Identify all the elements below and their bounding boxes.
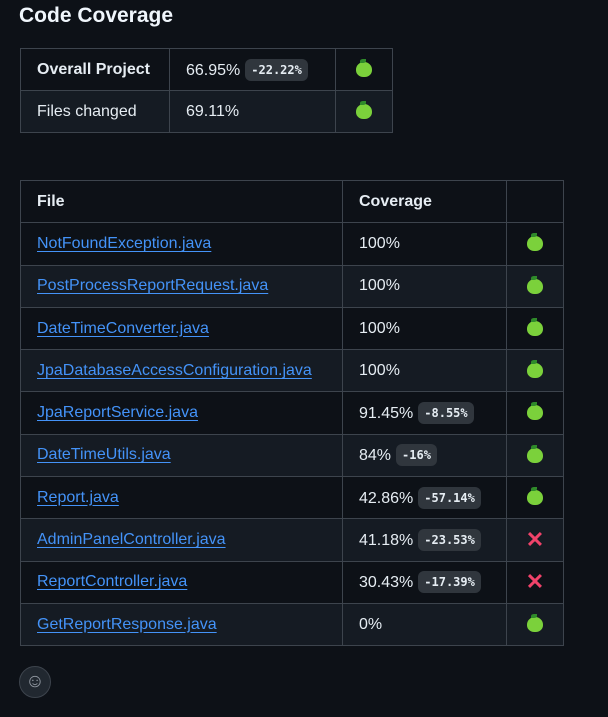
summary-row-files-changed: Files changed 69.11% [20,90,393,133]
file-link[interactable]: DateTimeUtils.java [37,446,171,464]
coverage-value: 30.43% [359,574,414,592]
table-row: AdminPanelController.java 41.18% -23.53% ✕ [20,518,564,562]
table-row: NotFoundException.java 100% [20,222,564,266]
coverage-value: 42.86% [359,489,414,507]
table-row: DateTimeUtils.java 84% -16% [20,433,564,478]
coverage-value: 100% [359,319,400,337]
red-cross-icon: ✕ [525,526,545,552]
green-apple-icon [527,275,543,294]
file-link[interactable]: DateTimeConverter.java [37,319,209,337]
delta-badge: -23.53% [418,529,481,552]
file-link[interactable]: AdminPanelController.java [37,531,226,549]
green-apple-icon [356,100,372,119]
green-apple-icon [527,360,543,379]
coverage-value: 41.18% [359,532,414,550]
table-row: DateTimeConverter.java 100% [20,306,564,351]
table-row: JpaReportService.java 91.45% -8.55% [20,391,564,435]
coverage-value: 91.45% [359,405,414,423]
summary-label: Files changed [20,90,170,133]
summary-value: 69.11% [169,90,336,133]
file-link[interactable]: JpaReportService.java [37,404,198,422]
summary-value: 66.95% [186,61,241,79]
table-row: Report.java 42.86% -57.14% [20,476,564,520]
delta-badge: -57.14% [418,486,481,509]
summary-table: Overall Project 66.95% -22.22% Files chan… [20,48,393,133]
green-apple-icon [527,317,543,336]
table-row: GetReportResponse.java 0% [20,602,564,647]
file-link[interactable]: JpaDatabaseAccessConfiguration.java [37,361,312,379]
green-apple-icon [527,233,543,252]
table-row: PostProcessReportRequest.java 100% [20,264,564,308]
green-apple-icon [527,444,543,463]
header-coverage: Coverage [342,179,507,224]
green-apple-icon [527,486,543,505]
summary-row-overall: Overall Project 66.95% -22.22% [20,48,393,91]
file-link[interactable]: Report.java [37,488,119,506]
table-row: ReportController.java 30.43% -17.39% ✕ [20,560,564,604]
delta-badge: -22.22% [245,58,308,81]
coverage-value: 0% [359,615,383,633]
header-file: File [20,179,343,224]
file-link[interactable]: GetReportResponse.java [37,615,217,633]
smiley-icon: ☺ [25,671,45,692]
coverage-value: 100% [359,361,400,379]
header-status [506,179,564,224]
files-table: File Coverage NotFoundException.java 100%… [20,179,564,647]
file-link[interactable]: NotFoundException.java [37,234,212,252]
page-title: Code Coverage [19,4,174,27]
summary-label: Overall Project [20,48,170,91]
delta-badge: -8.55% [418,402,474,425]
file-link[interactable]: ReportController.java [37,573,188,591]
coverage-value: 84% [359,447,392,465]
delta-badge: -17.39% [418,571,481,594]
coverage-value: 100% [359,234,400,252]
delta-badge: -16% [396,444,437,467]
green-apple-icon [527,402,543,421]
green-apple-icon [527,613,543,632]
coverage-value: 100% [359,277,400,295]
green-apple-icon [356,58,372,77]
add-reaction-button[interactable]: ☺ [19,666,51,698]
table-row: JpaDatabaseAccessConfiguration.java 100% [20,349,564,393]
file-link[interactable]: PostProcessReportRequest.java [37,277,269,295]
red-cross-icon: ✕ [525,568,545,594]
